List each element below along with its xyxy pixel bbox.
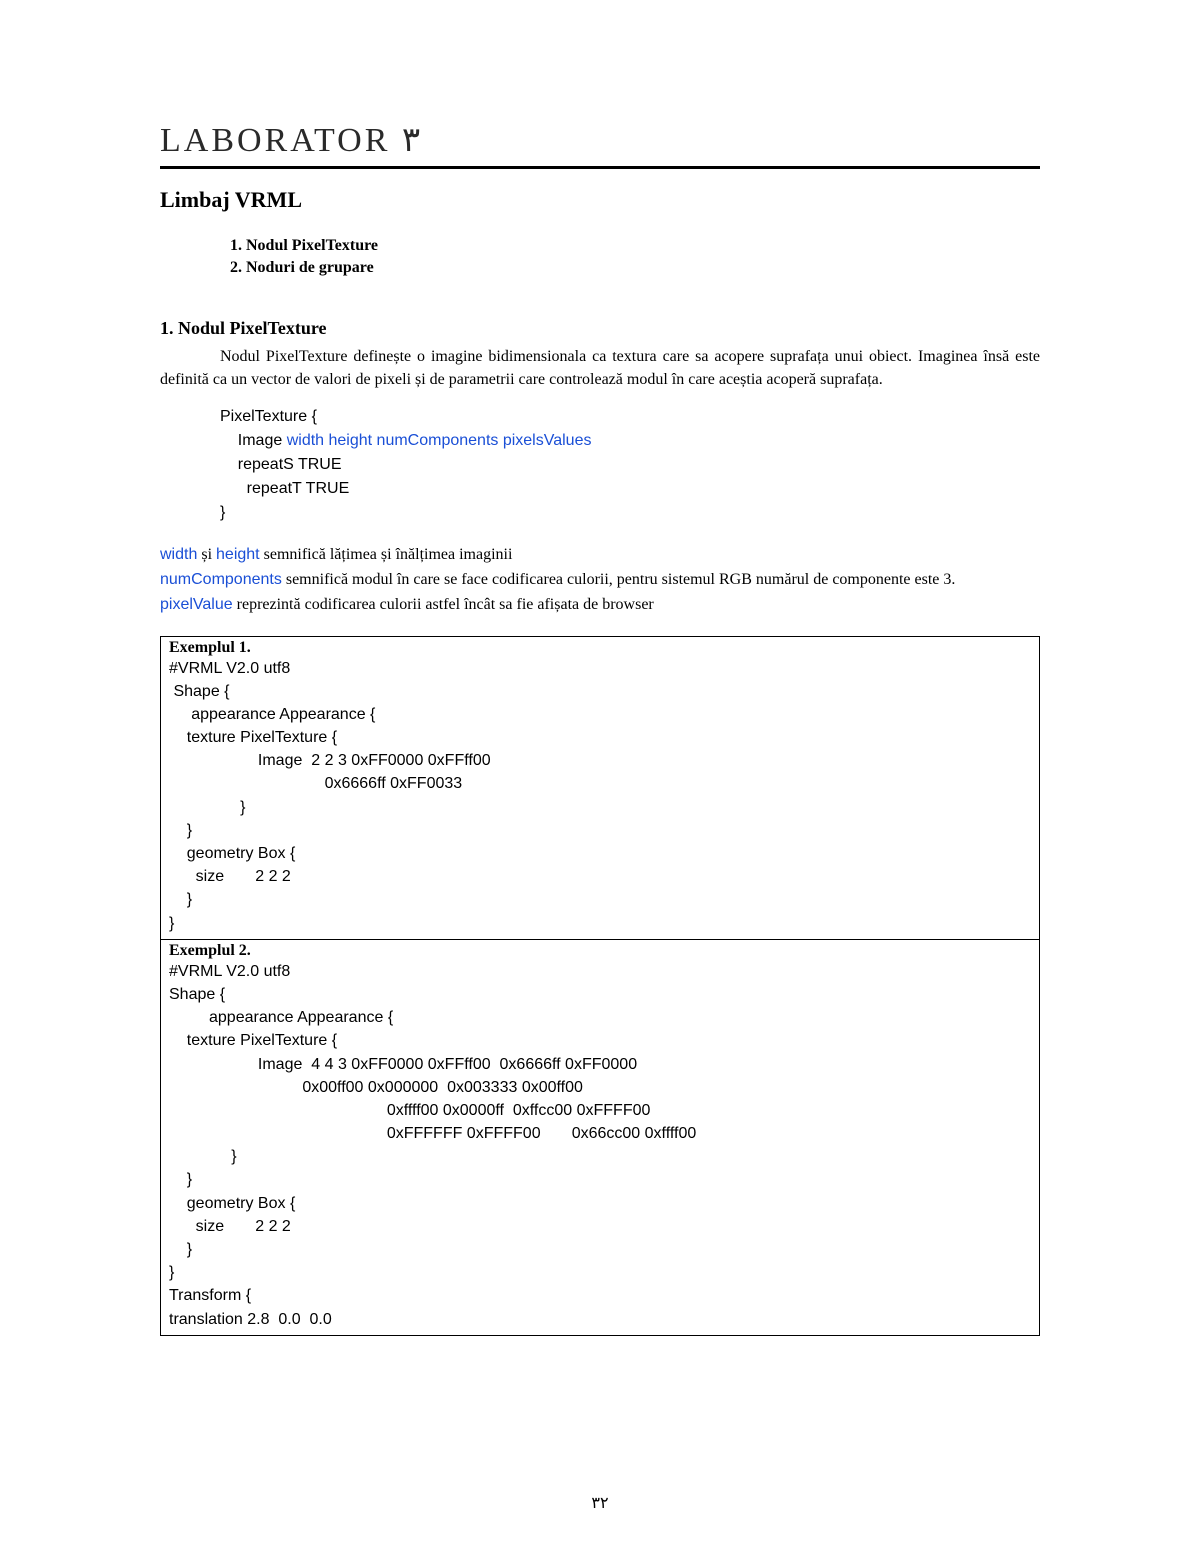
subtitle: Limbaj VRML	[160, 187, 1040, 213]
toc-item-2: 2. Noduri de grupare	[230, 257, 1040, 279]
def-si: și	[197, 546, 216, 563]
section-1-paragraph-text: Nodul PixelTexture definește o imagine b…	[160, 348, 1040, 388]
example-1-code: #VRML V2.0 utf8 Shape { appearance Appea…	[169, 657, 1031, 935]
pixeltexture-syntax: PixelTexture { Image width height numCom…	[220, 405, 1040, 525]
syntax-l1: PixelTexture {	[220, 408, 317, 425]
lab-title: LABORATOR ٣	[160, 120, 1040, 160]
page: LABORATOR ٣ Limbaj VRML 1. Nodul PixelTe…	[0, 0, 1200, 1553]
syntax-l2b: width height numComponents pixelsValues	[287, 432, 592, 449]
example-2-cell: Exemplul 2. #VRML V2.0 utf8 Shape { appe…	[161, 939, 1040, 1335]
def-width-height: width și height semnifică lățimea și înă…	[160, 543, 1040, 568]
table-row: Exemplul 1. #VRML V2.0 utf8 Shape { appe…	[161, 636, 1040, 939]
def-1-rest: semnifică lățimea și înălțimea imaginii	[260, 546, 513, 563]
toc: 1. Nodul PixelTexture 2. Noduri de grupa…	[230, 235, 1040, 280]
def-numcomponents: numComponents semnifică modul în care se…	[160, 568, 1040, 593]
examples-table: Exemplul 1. #VRML V2.0 utf8 Shape { appe…	[160, 636, 1040, 1336]
kw-numcomponents: numComponents	[160, 571, 282, 588]
table-row: Exemplul 2. #VRML V2.0 utf8 Shape { appe…	[161, 939, 1040, 1335]
def-2-rest: semnifică modul în care se face codifica…	[282, 571, 956, 588]
section-1-heading: 1. Nodul PixelTexture	[160, 318, 1040, 339]
example-2-code: #VRML V2.0 utf8 Shape { appearance Appea…	[169, 960, 1031, 1331]
syntax-l4: repeatT TRUE	[220, 480, 349, 497]
example-1-label: Exemplul 1.	[169, 639, 1031, 657]
def-pixelvalue: pixelValue reprezintă codificarea culori…	[160, 593, 1040, 618]
kw-pixelvalue: pixelValue	[160, 596, 233, 613]
title-rule	[160, 166, 1040, 169]
kw-width: width	[160, 546, 197, 563]
section-1-paragraph: Nodul PixelTexture definește o imagine b…	[160, 345, 1040, 391]
example-1-cell: Exemplul 1. #VRML V2.0 utf8 Shape { appe…	[161, 636, 1040, 939]
syntax-l2a: Image	[220, 432, 287, 449]
example-2-label: Exemplul 2.	[169, 942, 1031, 960]
page-number: ٣٢	[0, 1493, 1200, 1513]
def-3-rest: reprezintă codificarea culorii astfel în…	[233, 596, 654, 613]
definitions: width și height semnifică lățimea și înă…	[160, 543, 1040, 617]
syntax-l3: repeatS TRUE	[220, 456, 342, 473]
toc-item-1: 1. Nodul PixelTexture	[230, 235, 1040, 257]
kw-height: height	[216, 546, 260, 563]
syntax-l5: }	[220, 504, 225, 521]
